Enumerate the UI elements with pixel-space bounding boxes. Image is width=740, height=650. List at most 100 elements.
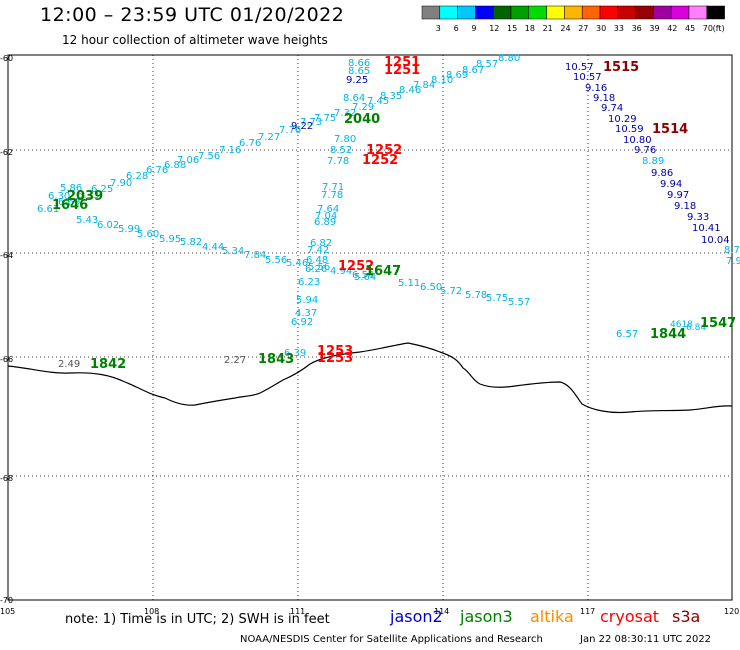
colorbar-tick: 33 (614, 24, 624, 33)
latitude-label: -70 (0, 596, 13, 605)
swh-value: 5.11 (398, 278, 420, 289)
colorbar-swatch (653, 5, 672, 20)
swh-value: 5.56 (265, 255, 287, 266)
colorbar-tick: 21 (543, 24, 553, 33)
pass-time-label: 1515 (603, 60, 639, 75)
swh-value: 4.37 (295, 308, 317, 319)
colorbar-swatch (439, 5, 458, 20)
swh-value: 9.16 (585, 83, 607, 94)
swh-value: 10.80 (623, 135, 652, 146)
swh-value: 7.16 (219, 145, 241, 156)
swh-value: 7.90 (110, 178, 132, 189)
footer-timestamp: Jan 22 08:30:11 UTC 2022 (580, 634, 712, 645)
swh-value: 8.69 (446, 70, 468, 81)
colorbar-swatch (706, 5, 725, 20)
swh-value: 6.26 (305, 264, 327, 275)
colorbar-tick: 15 (507, 24, 517, 33)
longitude-label: 120 (724, 607, 739, 616)
swh-value: 7.45 (367, 96, 389, 107)
swh-value: 2.49 (58, 359, 80, 370)
pass-time-label: 1252 (366, 143, 402, 158)
swh-value: 7.27 (258, 132, 280, 143)
swh-value: 5.82 (180, 237, 202, 248)
colorbar-swatch (564, 5, 583, 20)
colorbar-tick: 12 (489, 24, 499, 33)
swh-value: 10.29 (608, 114, 637, 125)
longitude-label: 105 (0, 607, 15, 616)
swh-value: 8.52 (330, 145, 352, 156)
colorbar-tick: 36 (632, 24, 642, 33)
swh-value: 9.33 (687, 212, 709, 223)
swh-value: 5.95 (159, 234, 181, 245)
longitude-label: 108 (144, 607, 159, 616)
swh-value: 8.80 (498, 53, 520, 64)
colorbar-tick: 27 (578, 24, 588, 33)
swh-value: 7.64 (317, 204, 339, 215)
colorbar-swatch (457, 5, 476, 20)
swh-value: 5.43 (76, 215, 98, 226)
pass-time-label: 1253 (317, 344, 353, 359)
colorbar-swatch (546, 5, 565, 20)
swh-value: 10.57 (565, 62, 594, 73)
note-text: note: 1) Time is in UTC; 2) SWH is in fe… (65, 612, 330, 627)
swh-value: 10.41 (692, 223, 721, 234)
latitude-label: -62 (0, 148, 13, 157)
swh-value: 10.59 (615, 124, 644, 135)
swh-value: 4618 (670, 320, 693, 330)
swh-value: 9.25 (346, 75, 368, 86)
longitude-label: 117 (580, 607, 595, 616)
pass-time-label: 1253 (317, 351, 353, 366)
colorbar-swatch (599, 5, 619, 20)
colorbar-tick: 70 (703, 24, 713, 33)
swh-value: 7.56 (198, 151, 220, 162)
pass-time-label: 1252 (362, 153, 398, 168)
swh-value: 6.54 (352, 270, 374, 281)
pass-time-label: 2039 (67, 189, 103, 204)
swh-value: 5.64 (354, 272, 376, 283)
colorbar-swatch (617, 5, 636, 20)
colorbar-tick: 3 (436, 24, 441, 33)
longitude-label: 114 (434, 607, 449, 616)
swh-value: 9.94 (660, 179, 682, 190)
antarctic-coastline (7, 342, 733, 414)
colorbar-swatch (492, 5, 512, 20)
swh-value: 7.04 (315, 211, 337, 222)
swh-value: 6.76 (239, 138, 261, 149)
colorbar-unit: (ft) (713, 24, 725, 33)
swh-value: 5.57 (508, 297, 530, 308)
swh-value: 6.23 (298, 277, 320, 288)
pass-time-label: 1547 (700, 316, 736, 331)
swh-value: 8.46 (399, 85, 421, 96)
pass-time-label: 1252 (338, 259, 374, 274)
satellite-altika: altika (530, 607, 574, 626)
latitude-label: -60 (0, 54, 13, 63)
swh-value: 8.65 (348, 66, 370, 77)
swh-value: 5.60 (137, 229, 159, 240)
swh-value: 5.34 (222, 246, 244, 257)
swh-value: 8.35 (380, 91, 402, 102)
swh-value: 5.94 (296, 295, 318, 306)
swh-value: 9.97 (667, 190, 689, 201)
swh-value: 8.71 (724, 245, 740, 256)
swh-value: 6.69 (58, 197, 80, 208)
swh-value: 6.25 (91, 184, 113, 195)
pass-time-label: 1646 (52, 198, 88, 213)
satellite-jason2: jason2 (390, 607, 443, 626)
swh-value: 8.57 (476, 59, 498, 70)
swh-value: 6.57 (616, 329, 638, 340)
swh-value: 2.27 (224, 355, 246, 366)
colorbar-swatch (528, 5, 547, 20)
swh-value: 8.10 (431, 75, 453, 86)
longitude-label: 111 (290, 607, 305, 616)
colorbar-tick: 6 (454, 24, 459, 33)
pass-time-label: 1647 (365, 264, 401, 279)
swh-value: 7.84 (244, 250, 266, 261)
pass-time-label: 1843 (258, 352, 294, 367)
swh-value: 7.78 (327, 156, 349, 167)
colorbar-tick: 42 (667, 24, 677, 33)
swh-value: 7.42 (307, 245, 329, 256)
swh-value: 6.39 (284, 348, 306, 359)
colorbar-tick: 24 (560, 24, 570, 33)
swh-value: 10.57 (573, 72, 602, 83)
